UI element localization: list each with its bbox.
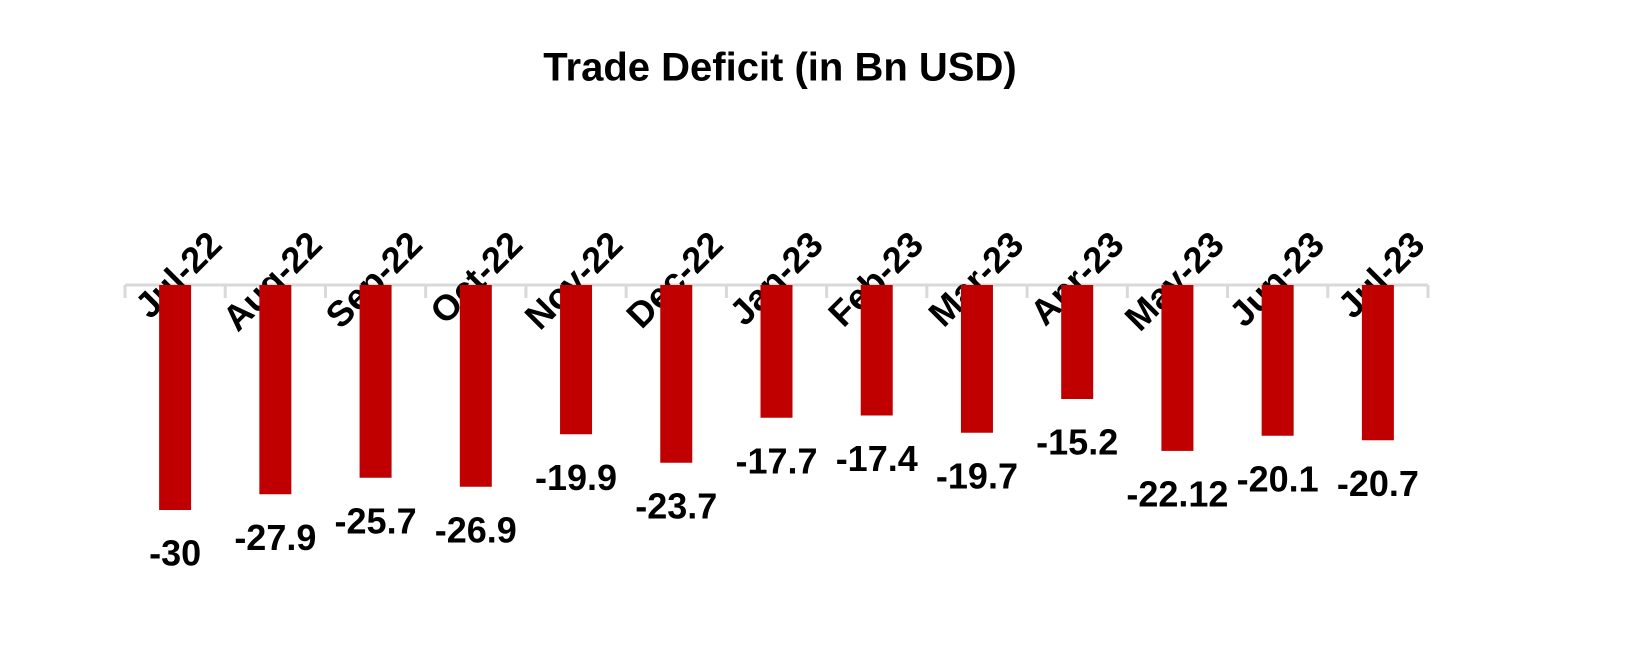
bar: [960, 285, 993, 433]
bar: [159, 285, 192, 510]
data-label: -19.7: [936, 455, 1018, 496]
data-label: -26.9: [435, 509, 517, 550]
data-label: -23.7: [635, 485, 717, 526]
data-label: -20.1: [1237, 458, 1319, 499]
data-label: -17.4: [836, 438, 918, 479]
data-label: -27.9: [234, 517, 316, 558]
data-label: -17.7: [735, 440, 817, 481]
bar: [1061, 285, 1094, 399]
bar: [860, 285, 893, 416]
data-label: -15.2: [1036, 422, 1118, 463]
bar: [660, 285, 693, 463]
bar: [1361, 285, 1394, 441]
data-label: -20.7: [1337, 463, 1419, 504]
bar: [760, 285, 793, 418]
data-label: -19.9: [535, 457, 617, 498]
data-label: -30: [149, 533, 201, 574]
bar: [1261, 285, 1294, 436]
bar: [259, 285, 292, 495]
data-label: -25.7: [335, 500, 417, 541]
bar: [560, 285, 593, 435]
chart-title: Trade Deficit (in Bn USD): [543, 46, 1016, 90]
bar: [459, 285, 492, 487]
bar: [359, 285, 392, 478]
data-label: -22.12: [1126, 473, 1228, 514]
bar: [1161, 285, 1194, 451]
